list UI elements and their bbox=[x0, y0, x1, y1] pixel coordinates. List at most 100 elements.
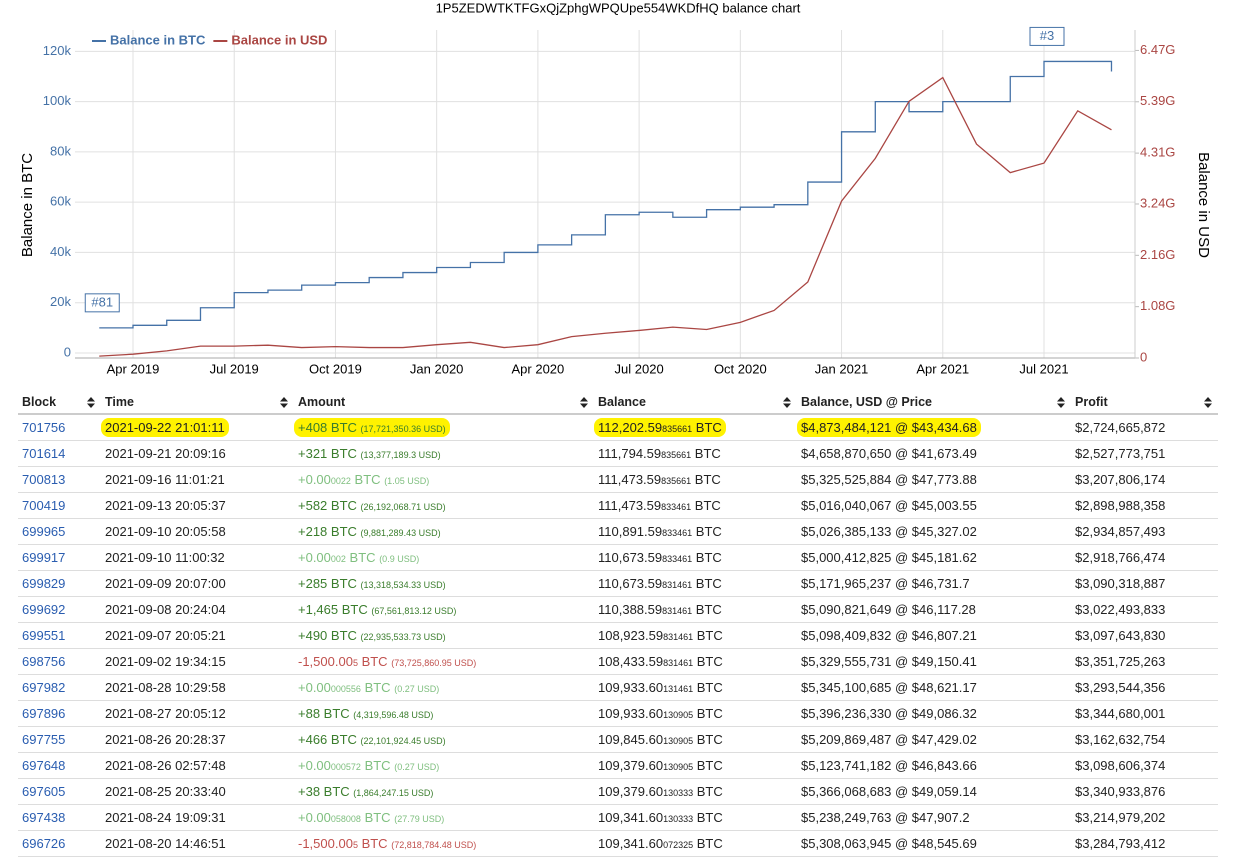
amount-part: +285 BTC bbox=[298, 576, 357, 591]
sort-arrow bbox=[1204, 397, 1212, 408]
legend-label: Balance in BTC bbox=[110, 32, 206, 47]
amount-cell: +88 BTC (4,319,596.48 USD) bbox=[294, 700, 594, 727]
column-header[interactable]: Profit bbox=[1071, 390, 1218, 415]
block-link[interactable]: 700419 bbox=[22, 498, 66, 513]
block-link[interactable]: 698756 bbox=[22, 654, 66, 669]
balance-part: BTC bbox=[693, 732, 723, 747]
block-link[interactable]: 697982 bbox=[22, 680, 66, 695]
time-cell: 2021-09-16 11:01:21 bbox=[101, 466, 294, 493]
balance-part: BTC bbox=[693, 784, 723, 799]
time: 2021-09-09 20:07:00 bbox=[105, 576, 226, 591]
y-tick-label: 60k bbox=[50, 194, 71, 209]
profit: $3,214,979,202 bbox=[1075, 810, 1166, 825]
amount-cell: +285 BTC (13,318,534.33 USD) bbox=[294, 570, 594, 597]
highlight: 112,202.59835661 BTC bbox=[594, 418, 726, 437]
profit: $3,284,793,412 bbox=[1075, 836, 1166, 851]
balance-part: BTC bbox=[693, 758, 723, 773]
block-link[interactable]: 697438 bbox=[22, 810, 66, 825]
amount-cell: -1,500.005 BTC (72,818,784.48 USD) bbox=[294, 830, 594, 857]
amount-part: +408 BTC bbox=[298, 420, 357, 435]
amount-part: BTC bbox=[357, 654, 388, 669]
table-row: 699551 2021-09-07 20:05:21 +490 BTC (22,93… bbox=[18, 622, 1218, 649]
column-header[interactable]: Balance bbox=[594, 390, 797, 415]
column-header[interactable]: Balance, USD @ Price bbox=[797, 390, 1071, 415]
balance-usd: $5,000,412,825 @ $45,181.62 bbox=[801, 550, 977, 565]
block-link[interactable]: 697605 bbox=[22, 784, 66, 799]
annotation: #81 bbox=[84, 293, 120, 313]
balance-usd: $5,098,409,832 @ $46,807.21 bbox=[801, 628, 977, 643]
amount-part: +466 BTC bbox=[298, 732, 357, 747]
amount-cell: +0.00000556 BTC (0.27 USD) bbox=[294, 674, 594, 701]
balance-fraction-small: 072325 bbox=[663, 840, 694, 850]
balance-cell: 109,341.60130333 BTC bbox=[594, 804, 797, 831]
balance-fraction-small: 831461 bbox=[663, 632, 694, 642]
balance-part: 111,473.59 bbox=[598, 472, 662, 487]
time: 2021-09-10 11:00:32 bbox=[105, 550, 225, 565]
amount-cell: +0.00058008 BTC (27.79 USD) bbox=[294, 804, 594, 831]
block-link[interactable]: 697755 bbox=[22, 732, 66, 747]
time: 2021-09-16 11:01:21 bbox=[105, 472, 225, 487]
block-link[interactable]: 697648 bbox=[22, 758, 66, 773]
block-cell: 699965 bbox=[18, 518, 101, 545]
block-link[interactable]: 696726 bbox=[22, 836, 66, 851]
time-cell: 2021-09-22 21:01:11 bbox=[101, 414, 294, 441]
block-link[interactable]: 699965 bbox=[22, 524, 66, 539]
time-cell: 2021-08-28 10:29:58 bbox=[101, 674, 294, 701]
profit: $3,098,606,374 bbox=[1075, 758, 1166, 773]
time: 2021-08-26 02:57:48 bbox=[105, 758, 226, 773]
amount-part: +218 BTC bbox=[298, 524, 357, 539]
y2-axis-label: Balance in USD bbox=[1195, 152, 1212, 258]
sort-arrow bbox=[580, 397, 588, 408]
balance-fraction-small: 833461 bbox=[662, 528, 693, 538]
amount-cell: +0.00002 BTC (0.9 USD) bbox=[294, 544, 594, 571]
balance-fraction-small: 130905 bbox=[663, 736, 694, 746]
balance-fraction-small: 131461 bbox=[663, 684, 694, 694]
amount-cell: +0.000022 BTC (1.05 USD) bbox=[294, 466, 594, 493]
column-header[interactable]: Time bbox=[101, 390, 294, 415]
x-tick-label: Jan 2021 bbox=[815, 361, 869, 376]
profit-cell: $2,934,857,493 bbox=[1071, 518, 1218, 545]
profit: $2,918,766,474 bbox=[1075, 550, 1166, 565]
sort-arrow bbox=[783, 397, 791, 408]
amount-part: +582 BTC bbox=[298, 498, 357, 513]
y-tick-label: 20k bbox=[50, 294, 71, 309]
amount-part: BTC bbox=[360, 810, 391, 825]
block-cell: 700813 bbox=[18, 466, 101, 493]
sort-arrow bbox=[87, 397, 95, 408]
balance-part: 111,473.59 bbox=[598, 498, 662, 513]
time-cell: 2021-08-27 20:05:12 bbox=[101, 700, 294, 727]
block-link[interactable]: 701756 bbox=[22, 420, 66, 435]
block-link[interactable]: 699692 bbox=[22, 602, 66, 617]
column-header-text: Balance, USD @ Price bbox=[801, 394, 932, 409]
balance-usd-cell: $5,308,063,945 @ $48,545.69 bbox=[797, 830, 1071, 857]
amount-part: +88 BTC bbox=[298, 706, 350, 721]
column-header[interactable]: Amount bbox=[294, 390, 594, 415]
y-tick-label: 80k bbox=[50, 143, 71, 158]
block-link[interactable]: 700813 bbox=[22, 472, 66, 487]
profit: $3,090,318,887 bbox=[1075, 576, 1166, 591]
amount-usd: (0.27 USD) bbox=[394, 762, 440, 772]
balance-part: 110,673.59 bbox=[598, 550, 663, 565]
balance-fraction-small: 130905 bbox=[663, 710, 694, 720]
block-link[interactable]: 697896 bbox=[22, 706, 66, 721]
table-row: 699692 2021-09-08 20:24:04 +1,465 BTC (67,… bbox=[18, 596, 1218, 623]
profit: $3,340,933,876 bbox=[1075, 784, 1166, 799]
y2-tick-label: 0 bbox=[1140, 349, 1147, 364]
table-row: 699965 2021-09-10 20:05:58 +218 BTC (9,881… bbox=[18, 518, 1218, 545]
column-header[interactable]: Block bbox=[18, 390, 101, 415]
time-cell: 2021-09-09 20:07:00 bbox=[101, 570, 294, 597]
time: 2021-09-07 20:05:21 bbox=[105, 628, 226, 643]
amount-cell: +466 BTC (22,101,924.45 USD) bbox=[294, 726, 594, 753]
block-link[interactable]: 701614 bbox=[22, 446, 66, 461]
time: 2021-09-21 20:09:16 bbox=[105, 446, 226, 461]
block-link[interactable]: 699829 bbox=[22, 576, 66, 591]
chart-title: 1P5ZEDWTKTFGxQjZphgWPQUpe554WKDfHQ balan… bbox=[436, 0, 801, 15]
block-link[interactable]: 699917 bbox=[22, 550, 66, 565]
balance-usd-cell: $5,238,249,763 @ $47,907.2 bbox=[797, 804, 1071, 831]
block-link[interactable]: 699551 bbox=[22, 628, 66, 643]
profit-cell: $3,022,493,833 bbox=[1071, 596, 1218, 623]
balance-cell: 109,379.60130905 BTC bbox=[594, 752, 797, 779]
amount-fraction-small: 5 bbox=[352, 840, 358, 850]
amount-part: BTC bbox=[357, 836, 388, 851]
amount-usd: (4,319,596.48 USD) bbox=[353, 710, 434, 720]
